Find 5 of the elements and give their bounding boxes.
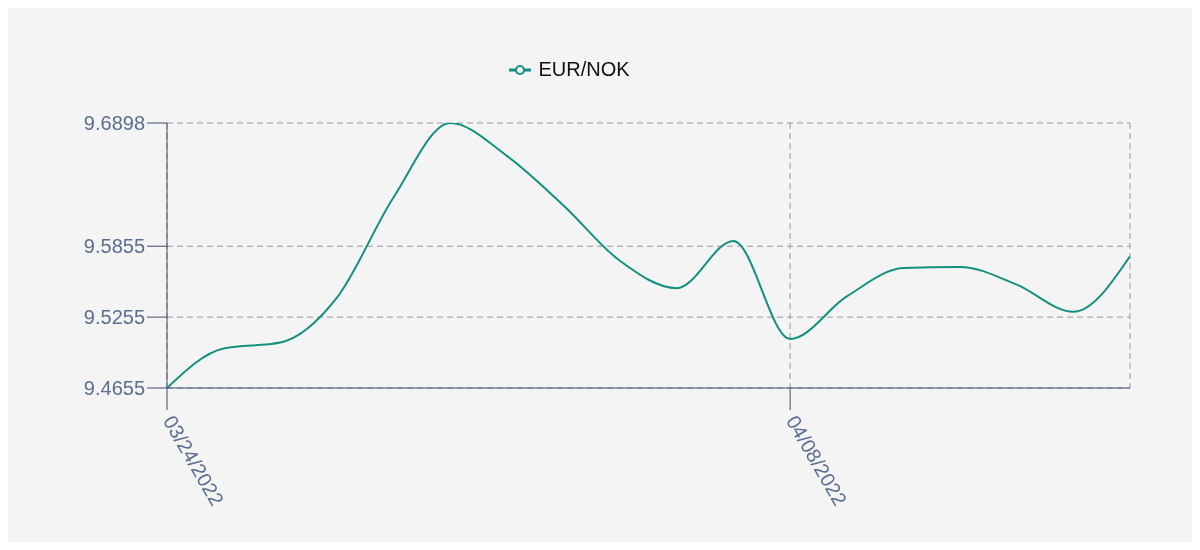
y-tick-label: 9.4655: [83, 377, 145, 400]
y-tick-label: 9.6898: [83, 112, 145, 135]
y-tick-label: 9.5255: [83, 306, 145, 329]
legend-label: EUR/NOK: [537, 58, 630, 81]
y-tick-label: 9.5855: [83, 235, 145, 258]
